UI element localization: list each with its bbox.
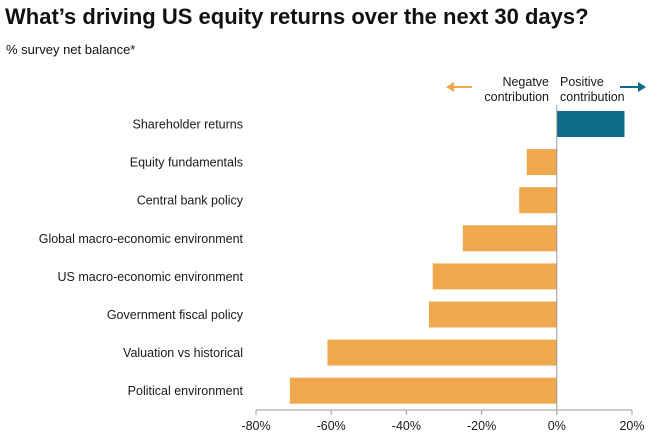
category-label: Central bank policy [137,194,244,208]
x-tick-label: -60% [317,419,346,433]
chart-title: What’s driving US equity returns over th… [5,4,589,29]
bar-shareholder-returns [556,111,625,137]
bar-central-bank-policy [519,187,557,214]
bar-government-fiscal-policy [428,301,557,328]
x-tick-label: -20% [467,419,496,433]
x-tick-label: -80% [241,419,270,433]
category-label: Government fiscal policy [107,308,244,322]
legend-positive-line1: Positive [560,75,604,89]
bar-global-macro-economic-environment [462,225,557,252]
positive-arrowhead-icon [638,82,646,92]
legend: Negatve contribution Positive contributi… [446,75,646,104]
legend-negative-line1: Negatve [502,75,549,89]
chart-subtitle: % survey net balance* [6,42,136,57]
legend-positive-line2: contribution [560,90,625,104]
category-label: Political environment [128,384,244,398]
negative-arrowhead-icon [446,82,454,92]
legend-negative-line2: contribution [484,90,549,104]
bar-equity-fundamentals [526,149,557,176]
x-tick-label: 0% [548,419,566,433]
x-tick-label: 20% [619,419,644,433]
bar-us-macro-economic-environment [432,263,557,290]
category-label: Valuation vs historical [123,346,243,360]
category-label: Global macro-economic environment [39,232,244,246]
bar-political-environment [289,377,557,404]
category-label: Equity fundamentals [130,156,243,170]
category-label: US macro-economic environment [58,270,244,284]
category-label: Shareholder returns [133,118,243,132]
x-tick-label: -40% [392,419,421,433]
bar-valuation-vs-historical [327,339,557,366]
